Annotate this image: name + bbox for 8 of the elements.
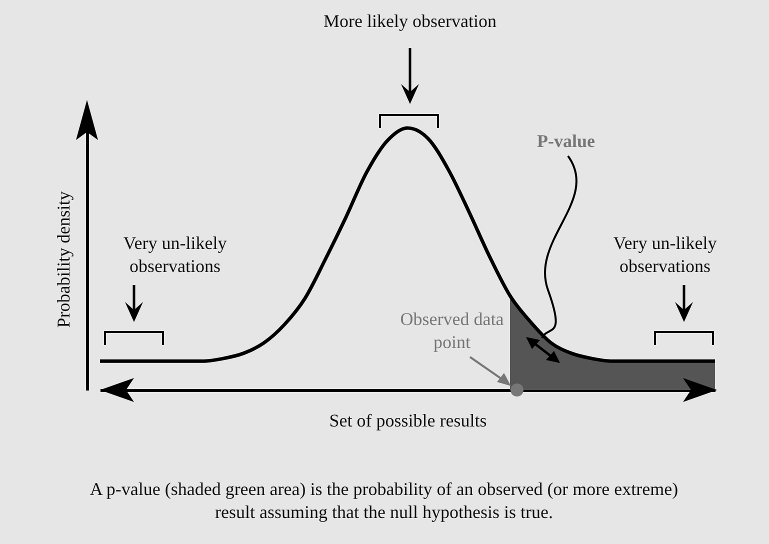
annotation: Very un-likely observations <box>122 232 228 277</box>
annotation: P-value <box>536 130 596 152</box>
annotation: Very un-likely observations <box>612 232 718 277</box>
x-axis-title: Set of possible results <box>329 410 487 430</box>
y-axis-title: Probability density <box>54 191 74 328</box>
text: A p-value (shaded green area) is the probability of an observed (or more extreme) result assuming that the null hypothesis is true. <box>88 478 680 523</box>
annotation: Observed data point <box>399 308 505 353</box>
text: More likely observation <box>322 10 498 32</box>
